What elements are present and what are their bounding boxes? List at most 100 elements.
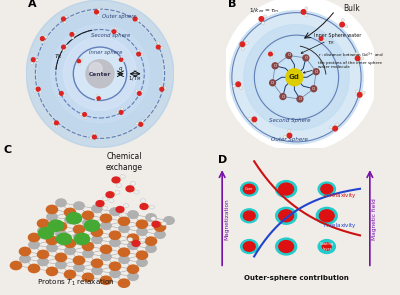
Circle shape (138, 91, 141, 95)
Text: $T_R$: $T_R$ (54, 52, 63, 61)
Circle shape (319, 210, 334, 222)
Text: Outer sphere: Outer sphere (102, 14, 137, 19)
Circle shape (135, 14, 138, 17)
Circle shape (240, 86, 242, 89)
Circle shape (120, 55, 123, 58)
Circle shape (48, 220, 64, 231)
Text: O: O (314, 70, 318, 74)
Text: Core: Core (245, 187, 254, 191)
Circle shape (91, 259, 102, 267)
Circle shape (65, 16, 68, 18)
Circle shape (82, 273, 94, 281)
Circle shape (80, 113, 82, 116)
Circle shape (146, 214, 156, 221)
Circle shape (311, 86, 317, 92)
Circle shape (321, 34, 324, 36)
Circle shape (84, 117, 86, 119)
Circle shape (102, 206, 108, 210)
Circle shape (19, 247, 30, 255)
Circle shape (36, 59, 38, 61)
Circle shape (119, 225, 129, 232)
Circle shape (102, 197, 108, 201)
Text: Magnetic field: Magnetic field (372, 198, 377, 240)
Circle shape (232, 85, 236, 88)
Circle shape (82, 242, 94, 250)
Circle shape (62, 17, 65, 21)
Circle shape (134, 190, 139, 194)
Circle shape (136, 122, 138, 125)
Circle shape (64, 21, 66, 24)
Circle shape (128, 211, 138, 218)
Circle shape (130, 181, 136, 185)
Circle shape (355, 90, 358, 93)
Circle shape (34, 90, 36, 92)
Circle shape (36, 87, 40, 91)
Circle shape (121, 213, 126, 217)
Circle shape (276, 207, 297, 224)
Circle shape (39, 91, 42, 94)
Circle shape (72, 37, 74, 39)
Circle shape (288, 130, 291, 132)
Circle shape (62, 45, 65, 49)
Text: B: B (228, 0, 237, 9)
Circle shape (74, 32, 76, 34)
Circle shape (51, 24, 149, 123)
Circle shape (118, 248, 130, 256)
Circle shape (38, 258, 48, 266)
Circle shape (115, 191, 120, 194)
Circle shape (279, 241, 294, 253)
Circle shape (133, 17, 137, 21)
Circle shape (110, 208, 120, 215)
Text: r : distance between Gd$^{3+}$ and
the protons of the inner sphere
water molecul: r : distance between Gd$^{3+}$ and the p… (304, 51, 383, 73)
Circle shape (38, 12, 162, 136)
Circle shape (20, 255, 30, 263)
Circle shape (40, 37, 44, 40)
Circle shape (361, 57, 364, 60)
Text: exchange: exchange (106, 163, 142, 172)
Circle shape (236, 82, 240, 86)
Circle shape (318, 182, 335, 196)
Circle shape (240, 42, 245, 47)
Text: Inner Sphere water: Inner Sphere water (301, 33, 362, 53)
Circle shape (86, 60, 114, 88)
Circle shape (323, 40, 325, 42)
Circle shape (10, 261, 22, 270)
Circle shape (126, 186, 134, 192)
Circle shape (63, 94, 66, 97)
Circle shape (245, 41, 248, 45)
Circle shape (38, 227, 54, 239)
Circle shape (305, 7, 308, 10)
Circle shape (243, 184, 255, 194)
Circle shape (230, 11, 363, 144)
Circle shape (280, 94, 286, 99)
Circle shape (355, 56, 360, 60)
Circle shape (29, 241, 39, 249)
Text: O: O (287, 53, 290, 58)
Circle shape (318, 240, 335, 253)
Circle shape (38, 227, 48, 235)
Circle shape (98, 8, 100, 10)
Circle shape (119, 256, 129, 263)
Circle shape (164, 87, 167, 89)
Circle shape (141, 53, 144, 56)
Text: Coating
layer: Coating layer (320, 242, 334, 251)
Circle shape (313, 69, 319, 75)
Circle shape (83, 250, 93, 258)
Circle shape (106, 192, 114, 198)
Circle shape (89, 137, 92, 139)
Circle shape (28, 264, 40, 273)
Circle shape (46, 205, 58, 214)
Circle shape (241, 209, 258, 223)
Circle shape (74, 225, 85, 234)
Circle shape (269, 52, 272, 56)
Circle shape (112, 177, 120, 183)
Circle shape (110, 270, 120, 277)
Circle shape (362, 91, 365, 94)
Circle shape (118, 279, 130, 287)
Circle shape (336, 123, 339, 126)
Circle shape (55, 125, 58, 128)
Circle shape (132, 240, 140, 246)
Circle shape (38, 250, 49, 258)
Text: A: A (28, 0, 37, 9)
Circle shape (355, 52, 358, 55)
